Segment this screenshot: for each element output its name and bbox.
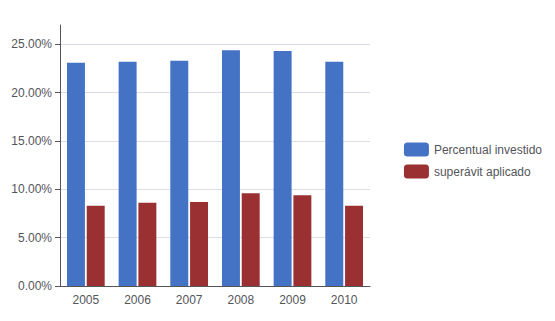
svg-text:0.00%: 0.00% [18,279,52,293]
svg-text:2008: 2008 [227,293,254,307]
svg-text:superávit aplicado: superávit aplicado [434,165,531,179]
svg-text:2005: 2005 [72,293,99,307]
svg-text:25.00%: 25.00% [11,37,52,51]
svg-text:2006: 2006 [124,293,151,307]
svg-text:2007: 2007 [176,293,203,307]
svg-text:5.00%: 5.00% [18,231,52,245]
svg-text:15.00%: 15.00% [11,134,52,148]
svg-text:Percentual investido: Percentual investido [434,143,542,157]
svg-text:20.00%: 20.00% [11,86,52,100]
svg-text:10.00%: 10.00% [11,182,52,196]
svg-text:2009: 2009 [279,293,306,307]
svg-text:2010: 2010 [331,293,358,307]
